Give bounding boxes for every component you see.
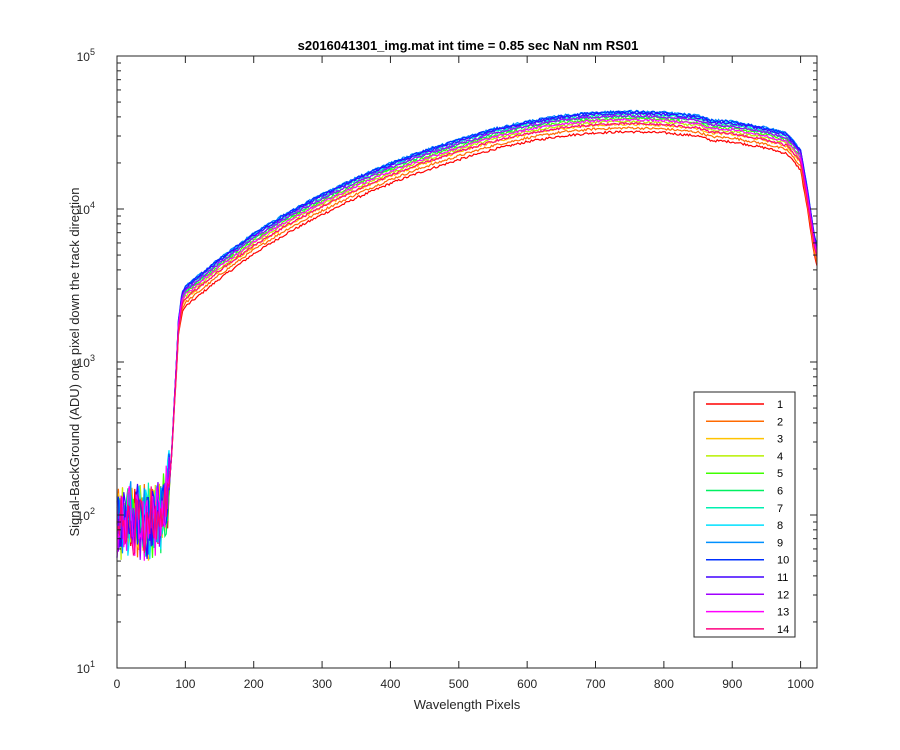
legend-label-7: 7 xyxy=(777,503,783,515)
series-line-12 xyxy=(116,114,818,560)
chart-title: s2016041301_img.mat int time = 0.85 sec … xyxy=(298,38,639,53)
series-line-10 xyxy=(116,109,818,547)
x-axis-label: Wavelength Pixels xyxy=(414,697,521,712)
y-tick-base: 10 xyxy=(77,356,91,370)
x-tick-label: 0 xyxy=(114,677,121,691)
series-line-14 xyxy=(116,121,818,557)
y-tick-label: 105 xyxy=(77,47,95,64)
series-line-1 xyxy=(116,130,818,550)
x-tick-label: 300 xyxy=(312,677,332,691)
y-tick-base: 10 xyxy=(77,203,91,217)
legend-label-6: 6 xyxy=(777,486,783,498)
y-axis-label: Signal-BackGround (ADU) one pixel down t… xyxy=(67,187,82,536)
y-tick-base: 10 xyxy=(77,509,91,523)
x-tick-label: 1000 xyxy=(787,677,814,691)
legend-label-5: 5 xyxy=(777,468,783,480)
legend-label-12: 12 xyxy=(777,589,789,601)
legend-label-14: 14 xyxy=(777,624,789,636)
x-axis-ticks: 0 100 200 300 400 500 600 700 800 900 1000 xyxy=(114,56,814,691)
y-tick-exponent: 2 xyxy=(90,506,95,516)
x-tick-label: 900 xyxy=(722,677,742,691)
legend-label-3: 3 xyxy=(777,434,783,446)
x-tick-label: 400 xyxy=(380,677,400,691)
x-tick-label: 800 xyxy=(654,677,674,691)
y-tick-exponent: 5 xyxy=(90,47,95,57)
legend-label-4: 4 xyxy=(777,451,783,463)
x-tick-label: 100 xyxy=(175,677,195,691)
legend-label-10: 10 xyxy=(777,555,789,567)
y-tick-label: 101 xyxy=(77,659,95,676)
x-tick-label: 500 xyxy=(449,677,469,691)
y-tick-label: 103 xyxy=(77,353,95,370)
legend-label-13: 13 xyxy=(777,607,789,619)
legend-label-1: 1 xyxy=(777,399,783,411)
y-tick-label: 102 xyxy=(77,506,95,523)
y-tick-base: 10 xyxy=(77,50,91,64)
legend-label-2: 2 xyxy=(777,416,783,428)
series-line-2 xyxy=(116,126,818,558)
legend-label-11: 11 xyxy=(777,572,788,584)
legend-label-8: 8 xyxy=(777,520,783,532)
legend-label-9: 9 xyxy=(777,537,783,549)
series-line-13 xyxy=(116,118,818,561)
series-lines xyxy=(116,109,818,561)
legend-box xyxy=(693,391,796,638)
x-tick-label: 200 xyxy=(244,677,264,691)
y-tick-exponent: 3 xyxy=(90,353,95,363)
x-tick-label: 600 xyxy=(517,677,537,691)
series-line-11 xyxy=(116,111,818,559)
y-tick-exponent: 1 xyxy=(90,659,95,669)
y-tick-exponent: 4 xyxy=(90,200,95,210)
x-tick-label: 700 xyxy=(586,677,606,691)
y-tick-label: 104 xyxy=(77,200,95,217)
y-tick-base: 10 xyxy=(77,662,91,676)
